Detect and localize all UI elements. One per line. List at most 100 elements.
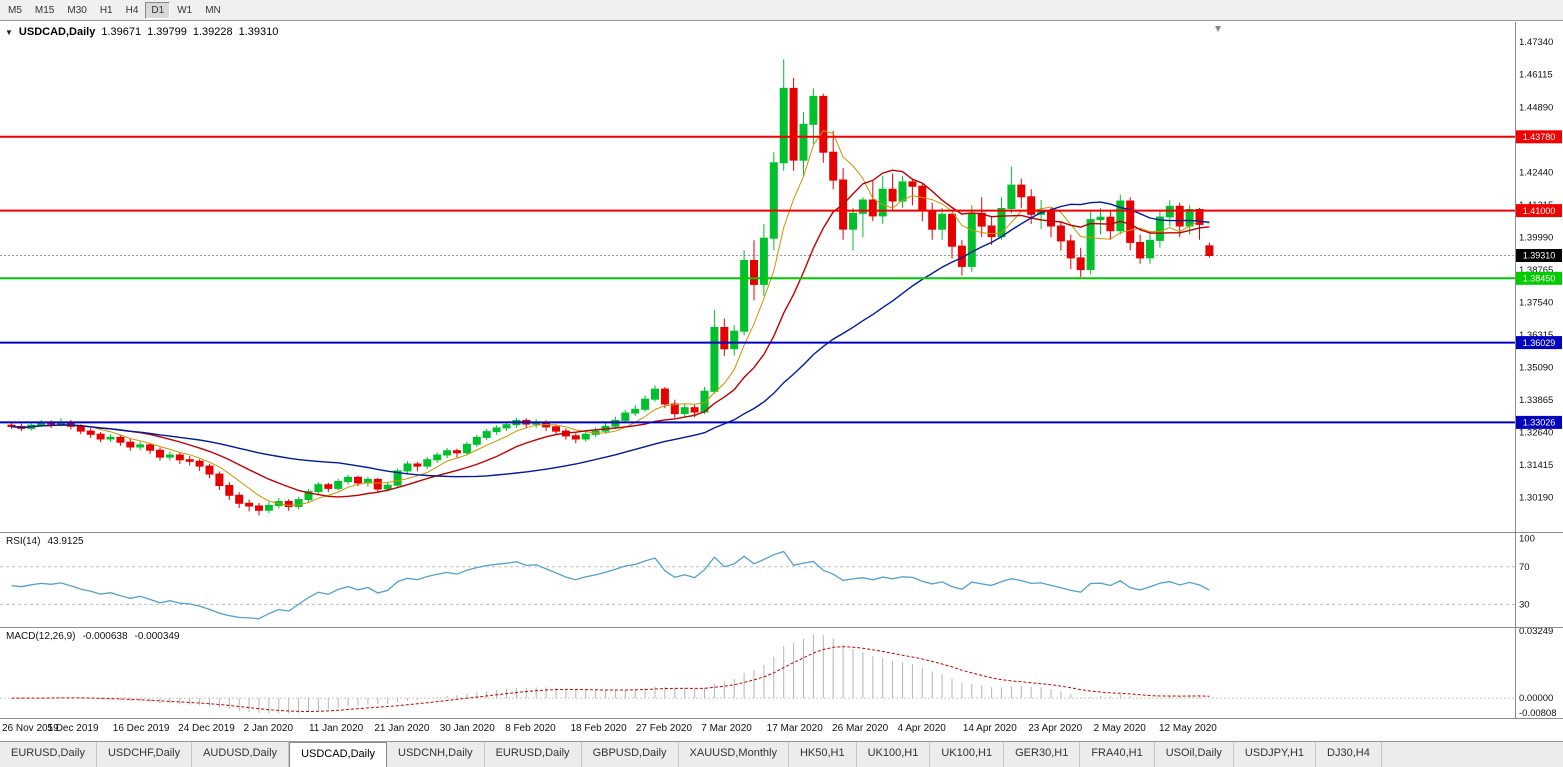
time-axis-label: 24 Dec 2019 (178, 723, 235, 734)
chart-header: ▼ USDCAD,Daily 1.39671 1.39799 1.39228 1… (5, 26, 278, 38)
chart-tab-ger30-h1[interactable]: GER30,H1 (1004, 742, 1081, 767)
chart-tab-eurusd-daily[interactable]: EURUSD,Daily (484, 742, 582, 767)
svg-text:1.47340: 1.47340 (1519, 37, 1553, 48)
time-axis-label: 16 Dec 2019 (112, 723, 170, 734)
svg-text:1.36315: 1.36315 (1519, 330, 1553, 341)
svg-text:1.33026: 1.33026 (1523, 418, 1556, 428)
svg-text:1.44890: 1.44890 (1519, 102, 1553, 113)
chart-tab-gbpusd-daily[interactable]: GBPUSD,Daily (581, 742, 679, 767)
timeframe-button-h1[interactable]: H1 (93, 1, 119, 19)
chart-tab-usdcad-daily[interactable]: USDCAD,Daily (289, 742, 388, 767)
macd-signal-value: -0.000349 (134, 631, 180, 642)
macd-histogram (20, 634, 1210, 714)
time-axis-label: 5 Dec 2019 (47, 723, 99, 734)
svg-text:1.36029: 1.36029 (1523, 338, 1556, 348)
moving-averages-group (11, 130, 1210, 507)
time-axis-label: 27 Feb 2020 (635, 723, 693, 734)
svg-text:1.43780: 1.43780 (1523, 132, 1556, 142)
chart-menu-icon[interactable]: ▼ (5, 27, 13, 37)
time-axis-label: 17 Mar 2020 (766, 723, 823, 734)
macd-main-value: -0.000638 (82, 631, 128, 642)
macd-signal-line (11, 646, 1210, 713)
horizontal-level-lines[interactable] (0, 135, 1515, 424)
svg-text:1.42440: 1.42440 (1519, 167, 1553, 178)
time-axis-label: 21 Jan 2020 (374, 723, 430, 734)
timeframe-button-h4[interactable]: H4 (119, 1, 145, 19)
ohlc-low: 1.39228 (192, 26, 233, 38)
chart-tab-fra40-h1[interactable]: FRA40,H1 (1080, 742, 1155, 767)
time-axis-label: 7 Mar 2020 (701, 723, 752, 734)
svg-text:0.00000: 0.00000 (1519, 693, 1553, 704)
time-axis-label: 30 Jan 2020 (439, 723, 495, 734)
svg-text:1.31415: 1.31415 (1519, 460, 1553, 471)
rsi-value: 43.9125 (47, 536, 84, 547)
timeframe-button-m30[interactable]: M30 (61, 1, 93, 19)
time-axis-label: 8 Feb 2020 (505, 723, 556, 734)
time-axis-label: 26 Mar 2020 (832, 723, 889, 734)
chart-tab-uk100-h1[interactable]: UK100,H1 (856, 742, 931, 767)
chart-tab-uk100-h1[interactable]: UK100,H1 (930, 742, 1005, 767)
time-axis[interactable]: 26 Nov 2019 5 Dec 2019 16 Dec 2019 24 Dec 2… (0, 719, 1563, 741)
svg-text:1.30190: 1.30190 (1519, 493, 1553, 504)
chart-tab-audusd-daily[interactable]: AUDUSD,Daily (192, 742, 290, 767)
timeframe-button-d1[interactable]: D1 (145, 1, 171, 19)
ohlc-open: 1.39671 (101, 26, 142, 38)
time-axis-label: 2 Jan 2020 (243, 723, 294, 734)
rsi-axis-ticks: 100 70 30 (1519, 534, 1535, 611)
svg-text:0.03249: 0.03249 (1519, 628, 1553, 637)
shift-marker-icon[interactable] (1215, 26, 1221, 32)
macd-name: MACD(12,26,9) (6, 631, 76, 642)
svg-text:100: 100 (1519, 534, 1535, 545)
timeframe-button-m5[interactable]: M5 (2, 1, 28, 19)
time-axis-label: 26 Nov 2019 (2, 723, 59, 734)
svg-text:1.32640: 1.32640 (1519, 428, 1553, 439)
svg-text:1.37540: 1.37540 (1519, 298, 1553, 309)
macd-indicator-label: MACD(12,26,9) -0.000638 -0.000349 (6, 631, 180, 642)
svg-text:1.39310: 1.39310 (1523, 251, 1556, 261)
macd-pane-canvas[interactable]: 0.03249 0.00000 -0.00808 (0, 628, 1563, 719)
time-axis-label: 2 May 2020 (1093, 723, 1146, 734)
chart-tab-dj30-h4[interactable]: DJ30,H4 (1316, 742, 1382, 767)
svg-text:1.33865: 1.33865 (1519, 395, 1553, 406)
timeframe-toolbar: M5 M15 M30 H1 H4 D1 W1 MN (0, 0, 1563, 21)
chart-tab-usdcnh-daily[interactable]: USDCNH,Daily (387, 742, 485, 767)
time-axis-label: 23 Apr 2020 (1028, 723, 1083, 734)
macd-axis-ticks: 0.03249 0.00000 -0.00808 (1519, 628, 1557, 719)
timeframe-button-w1[interactable]: W1 (171, 1, 199, 19)
ohlc-close: 1.39310 (238, 26, 279, 38)
rsi-level-lines (0, 566, 1515, 605)
chart-tabs-bar: EURUSD,Daily USDCHF,Daily AUDUSD,Daily USDC… (0, 741, 1563, 767)
svg-text:70: 70 (1519, 562, 1530, 573)
price-chart-canvas[interactable]: 1.473401.461151.448901.436651.424401.412… (0, 22, 1563, 533)
chart-tab-xauusd-monthly[interactable]: XAUUSD,Monthly (678, 742, 789, 767)
svg-text:-0.00808: -0.00808 (1519, 708, 1557, 719)
time-axis-label: 18 Feb 2020 (570, 723, 627, 734)
chart-tab-hk50-h1[interactable]: HK50,H1 (788, 742, 857, 767)
time-axis-label: 11 Jan 2020 (308, 723, 364, 734)
svg-text:1.46115: 1.46115 (1519, 70, 1553, 81)
time-axis-label: 12 May 2020 (1159, 723, 1217, 734)
rsi-name: RSI(14) (6, 536, 41, 547)
ohlc-high: 1.39799 (147, 26, 187, 38)
svg-text:1.38450: 1.38450 (1523, 274, 1556, 284)
chart-tab-eurusd-daily[interactable]: EURUSD,Daily (0, 742, 97, 767)
time-axis-label: 4 Apr 2020 (897, 723, 946, 734)
svg-text:30: 30 (1519, 599, 1530, 610)
rsi-line (11, 550, 1210, 620)
timeframe-button-m15[interactable]: M15 (28, 1, 61, 19)
svg-text:1.39990: 1.39990 (1519, 232, 1553, 243)
rsi-pane-canvas[interactable]: 100 70 30 (0, 533, 1563, 628)
rsi-indicator-label: RSI(14) 43.9125 (6, 536, 84, 547)
svg-text:1.41000: 1.41000 (1523, 206, 1556, 216)
candles-group (7, 59, 1214, 516)
symbol-title: USDCAD,Daily (18, 26, 96, 38)
time-axis-label: 14 Apr 2020 (962, 723, 1017, 734)
chart-tab-usdchf-daily[interactable]: USDCHF,Daily (96, 742, 193, 767)
price-axis-ticks[interactable]: 1.473401.461151.448901.436651.424401.412… (1519, 37, 1553, 504)
chart-tab-usdjpy-h1[interactable]: USDJPY,H1 (1233, 742, 1317, 767)
chart-window: ▼ USDCAD,Daily 1.39671 1.39799 1.39228 1… (0, 22, 1563, 741)
svg-text:1.35090: 1.35090 (1519, 363, 1553, 374)
svg-text:1.38765: 1.38765 (1519, 265, 1553, 276)
timeframe-button-mn[interactable]: MN (199, 1, 227, 19)
chart-tab-usoil-daily[interactable]: USOil,Daily (1154, 742, 1234, 767)
